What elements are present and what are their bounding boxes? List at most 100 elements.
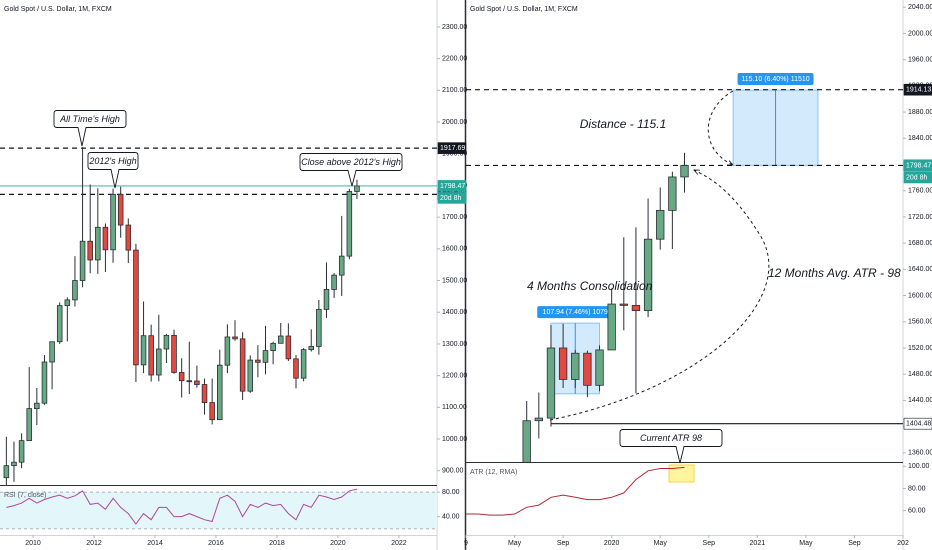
candle-body <box>631 304 641 312</box>
candle-body <box>255 359 261 363</box>
candle-body <box>201 384 208 403</box>
x-tick-label: 2012 <box>86 540 102 547</box>
candle-body <box>26 408 32 442</box>
candle-body <box>72 280 78 301</box>
candle-body <box>668 176 677 211</box>
y-tick-label: 1720.00 <box>908 214 932 221</box>
y-tick-label: 2100.00 <box>442 87 467 94</box>
x-tick-label: 2014 <box>147 540 163 547</box>
countdown: 20d 8h <box>906 174 928 181</box>
y-tick-label: 1400.00 <box>442 309 467 316</box>
last-price-marker-bg <box>903 159 932 172</box>
candle-body <box>534 417 543 422</box>
candle-body <box>338 255 345 276</box>
y-tick-label: 1700.00 <box>442 214 467 221</box>
indicator-name: ATR (12, RMA) <box>470 469 517 476</box>
x-tick-label: 2021 <box>750 540 766 547</box>
y-tick-label: 2300.00 <box>442 24 467 31</box>
candle-body <box>619 303 628 306</box>
band-fill <box>0 492 437 529</box>
measure-label: 115.10 (6.40%) 11510 <box>741 76 809 83</box>
price-marker-bg <box>903 417 932 430</box>
countdown: 20d 8h <box>440 195 462 202</box>
indicator-line <box>466 466 685 516</box>
y-tick-label: 1520.00 <box>908 345 932 352</box>
x-tick-label: 2016 <box>208 540 224 547</box>
candle-body <box>140 335 147 366</box>
candle-body <box>87 240 93 261</box>
callout-text: Current ATR 98 <box>640 433 702 443</box>
y-tick-label: 80.00 <box>442 489 460 496</box>
candle-body <box>217 364 223 421</box>
y-tick-label: 1840.00 <box>908 135 932 142</box>
y-tick-label: 1360.00 <box>908 450 932 457</box>
price-marker: 1914.13 <box>906 87 931 94</box>
candle-body <box>186 380 193 383</box>
callout-box <box>87 152 139 189</box>
candle-body <box>110 193 116 251</box>
x-tick-label: Sep <box>848 540 861 547</box>
y-tick-label: 1760.00 <box>908 188 932 195</box>
countdown-bg <box>903 171 932 184</box>
candle-body <box>11 461 17 467</box>
candle-body <box>34 402 40 410</box>
x-tick-label: May <box>508 540 522 547</box>
candle-body <box>308 346 314 351</box>
candle-body <box>346 191 353 257</box>
y-tick-label: 2000.00 <box>442 119 467 126</box>
y-tick-label: 1600.00 <box>442 246 467 253</box>
price-pane: 107.94 (7.46%) 1079 115.10 (6.40%) 11510 <box>466 73 903 462</box>
candle-body <box>522 420 531 462</box>
candle-body <box>148 335 154 376</box>
y-tick-label: 1000.00 <box>442 436 467 443</box>
candle-body <box>49 341 55 363</box>
candle-body <box>95 226 101 261</box>
candle-body <box>102 226 109 251</box>
candle-body <box>239 338 246 392</box>
y-tick-label: 100.00 <box>908 463 930 470</box>
y-tick-label: 1680.00 <box>908 240 932 247</box>
callout-text: 2012's High <box>88 156 136 166</box>
y-tick-label: 1100.00 <box>442 404 467 411</box>
candle-body <box>133 249 139 366</box>
price-marker: 1917.69 <box>440 145 465 152</box>
candle-body <box>194 380 200 385</box>
candle-body <box>224 336 231 366</box>
x-tick-label: 202 <box>897 540 909 547</box>
y-tick-label: 1300.00 <box>442 341 467 348</box>
candle-body <box>18 440 25 463</box>
price-pane <box>0 147 437 485</box>
candle-body <box>285 335 292 360</box>
candle-body <box>656 209 665 240</box>
chart-title: Gold Spot / U.S. Dollar, 1M, FXCM <box>4 6 112 13</box>
y-tick-label: 1440.00 <box>908 397 932 404</box>
y-tick-label: 80.00 <box>908 485 926 492</box>
x-tick-label: 9 <box>464 540 468 547</box>
candle-body <box>41 361 48 404</box>
last-price-marker-bg <box>437 180 467 192</box>
candle-body <box>323 289 330 310</box>
candle-body <box>232 336 238 340</box>
candle-body <box>270 342 276 351</box>
candle-body <box>293 358 299 379</box>
candle-body <box>680 165 689 178</box>
x-tick-label: 2022 <box>391 540 407 547</box>
x-tick-label: 2018 <box>269 540 285 547</box>
candle-body <box>64 299 71 306</box>
last-price-marker: 1798.47 <box>440 183 465 190</box>
callout-text: Close above 2012's High <box>301 157 401 167</box>
price-marker: 1404.48 <box>906 421 931 428</box>
x-tick-label: 2020 <box>330 540 346 547</box>
x-tick-label: Sep <box>703 540 716 547</box>
candle-body <box>316 308 322 347</box>
measure-label: 107.94 (7.46%) 1079 <box>543 309 608 316</box>
x-tick-label: Sep <box>557 540 570 547</box>
x-tick-label: 2010 <box>25 540 41 547</box>
last-price-marker: 1798.47 <box>906 162 931 169</box>
candle-body <box>331 274 337 290</box>
candle-body <box>583 352 592 386</box>
y-tick-label: 1560.00 <box>908 319 932 326</box>
annotation: 4 Months Consolidation <box>527 279 653 293</box>
candle-body <box>262 350 269 363</box>
y-tick-label: 1480.00 <box>908 371 932 378</box>
